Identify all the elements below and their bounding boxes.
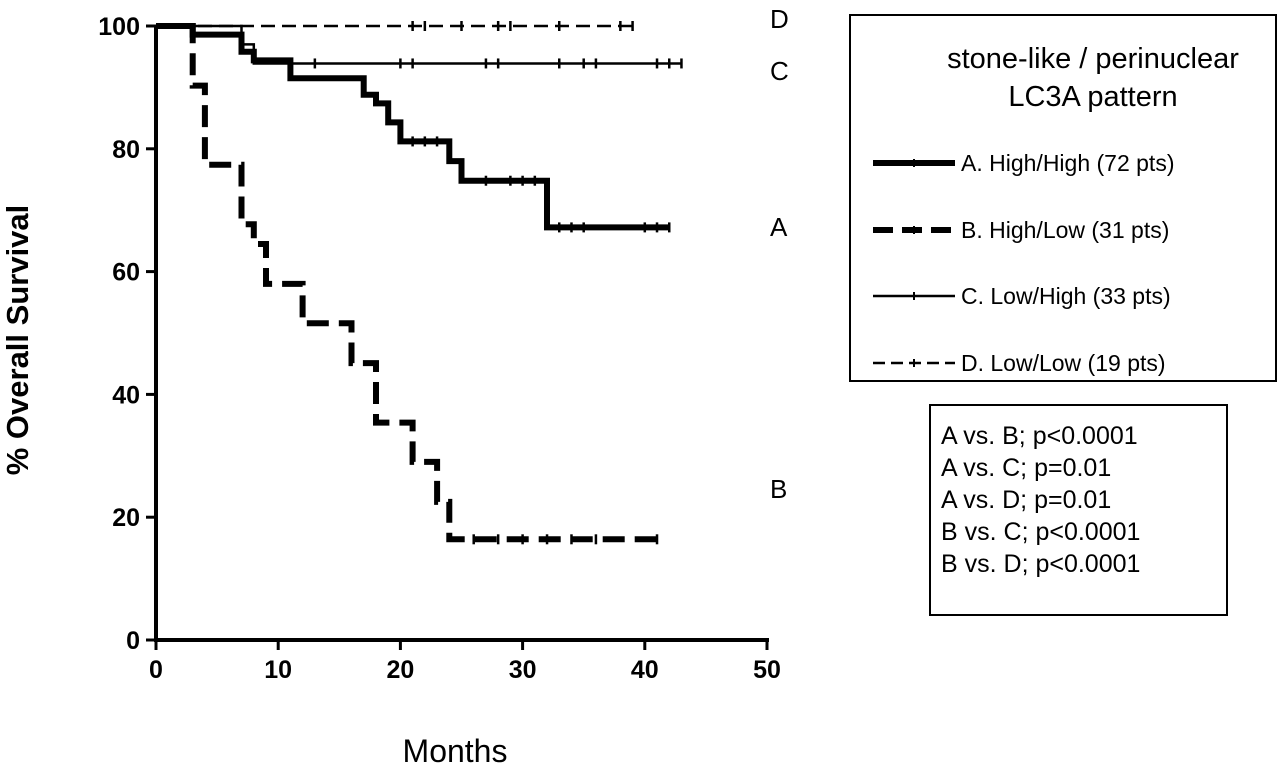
series-d [156,21,634,31]
axes-layer [154,26,769,642]
legend-swatch-c [873,292,955,300]
series-b [156,23,659,545]
p-value-b-vs-d: B vs. D; p<0.0001 [941,550,1141,578]
end-label-c: C [770,56,789,86]
y-tick-label-100: 100 [98,13,140,41]
legend-label-b: B. High/Low (31 pts) [961,217,1170,243]
legend-swatch-b [873,226,955,234]
p-value-a-vs-b: A vs. B; p<0.0001 [941,422,1138,450]
y-tick-label-40: 40 [112,381,140,409]
p-value-b-vs-c: B vs. C; p<0.0001 [941,518,1141,546]
y-tick-label-80: 80 [112,136,140,164]
legend: stone-like / perinuclear LC3A pattern A.… [849,14,1277,382]
legend-label-d: D. Low/Low (19 pts) [961,350,1166,376]
x-tick-label-30: 30 [509,656,537,684]
x-axis-title: Months [403,733,508,768]
x-tick-label-20: 20 [386,656,414,684]
end-label-b: B [770,474,787,504]
x-tick-label-40: 40 [631,656,659,684]
legend-item-d: D. Low/Low (19 pts) [871,348,1271,378]
p-value-a-vs-d: A vs. D; p=0.01 [941,486,1112,514]
legend-title-line-1: stone-like / perinuclear [947,43,1239,75]
legend-item-a: A. High/High (72 pts) [871,148,1271,178]
end-label-a: A [770,212,788,242]
legend-item-b: B. High/Low (31 pts) [871,215,1271,245]
y-tick-label-20: 20 [112,504,140,532]
curves-layer [156,21,683,545]
y-axis-title: % Overall Survival [0,205,35,476]
y-tick-label-0: 0 [126,627,140,655]
curve-a [156,23,670,231]
legend-label-c: C. Low/High (33 pts) [961,283,1171,309]
legend-title: stone-like / perinuclear LC3A pattern [851,40,1275,116]
ticks-layer: 0 10 20 30 40 50 0 20 40 60 80 100 [98,13,781,684]
x-tick-label-50: 50 [753,656,781,684]
x-tick-label-10: 10 [264,656,292,684]
legend-swatch-a [873,159,955,167]
series-a [156,23,671,233]
end-label-d: D [770,4,789,34]
p-value-a-vs-c: A vs. C; p=0.01 [941,454,1112,482]
end-labels-layer: B A CD [770,4,789,504]
y-tick-label-60: 60 [112,259,140,287]
legend-title-line-2: LC3A pattern [1008,81,1178,113]
curve-b [156,23,657,543]
legend-item-c: C. Low/High (33 pts) [871,281,1271,311]
legend-swatch-d [873,359,955,367]
p-values-box: A vs. B; p<0.0001 A vs. C; p=0.01 A vs. … [929,404,1228,616]
x-tick-label-0: 0 [149,656,163,684]
legend-label-a: A. High/High (72 pts) [961,150,1175,176]
